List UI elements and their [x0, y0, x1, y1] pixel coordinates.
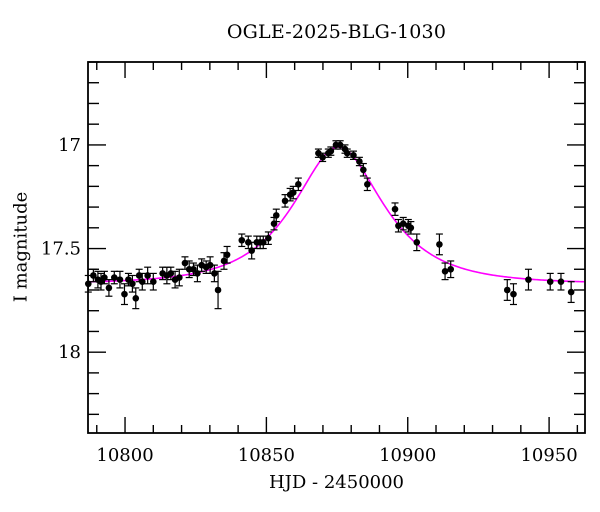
y-tick-label: 17: [58, 135, 81, 156]
axis-ticks: [88, 61, 585, 433]
data-point: [150, 278, 157, 285]
data-point: [220, 257, 228, 265]
data-point: [343, 149, 351, 157]
data-point: [546, 278, 554, 285]
data-point: [391, 205, 399, 213]
data-point: [436, 241, 443, 248]
data-point: [181, 259, 189, 267]
data-point: [295, 180, 302, 188]
data-point: [567, 288, 575, 296]
data-point: [259, 239, 267, 246]
x-tick-label: 10800: [96, 445, 153, 466]
chart-title: OGLE-2025-BLG-1030: [226, 21, 447, 43]
data-point: [144, 272, 151, 279]
data-point: [413, 239, 421, 246]
data-point: [525, 276, 532, 283]
data-point: [238, 236, 246, 244]
data-point: [289, 189, 297, 196]
data-point: [105, 284, 113, 292]
data-point: [211, 270, 218, 277]
tick-labels: 10800 10850 10900 10950 17 17.5 18: [41, 135, 578, 466]
data-point: [281, 197, 289, 205]
data-point: [176, 274, 183, 281]
data-point: [167, 270, 175, 277]
error-bars: [84, 140, 575, 310]
data-point: [315, 149, 322, 157]
data-point: [121, 290, 128, 298]
data-point: [116, 276, 124, 283]
data-point: [223, 251, 231, 259]
y-tick-label: 18: [58, 342, 81, 363]
data-point: [125, 276, 132, 283]
x-axis-title: HJD - 2450000: [268, 472, 405, 493]
data-point: [270, 220, 278, 227]
data-point: [110, 274, 118, 281]
data-point: [194, 270, 201, 277]
data-point: [90, 272, 97, 279]
data-point: [244, 239, 252, 246]
data-points: [84, 141, 575, 302]
y-tick-label: 17.5: [41, 239, 81, 260]
data-point: [407, 224, 415, 232]
data-point: [248, 247, 255, 254]
data-point: [557, 278, 565, 285]
data-point: [214, 286, 222, 294]
data-point: [132, 294, 140, 302]
plot-frame: [87, 61, 586, 434]
data-point: [206, 261, 214, 269]
x-tick-label: 10950: [520, 445, 577, 466]
data-point: [272, 212, 280, 219]
data-point: [336, 141, 344, 149]
data-point: [447, 265, 455, 273]
data-point: [503, 286, 511, 294]
data-point: [399, 220, 407, 227]
data-point: [356, 158, 363, 165]
model-curve: [87, 146, 585, 283]
data-point: [364, 180, 371, 188]
data-point: [360, 166, 367, 174]
data-point: [135, 272, 143, 279]
data-point: [327, 147, 335, 155]
data-point: [129, 280, 136, 288]
x-tick-label: 10850: [238, 445, 295, 466]
data-point: [190, 265, 197, 273]
data-point: [510, 290, 517, 298]
x-tick-label: 10900: [379, 445, 436, 466]
data-point: [319, 154, 326, 161]
data-point: [101, 274, 108, 281]
data-point: [350, 151, 357, 159]
data-point: [265, 234, 272, 242]
data-point: [138, 278, 146, 285]
data-point: [441, 268, 449, 275]
